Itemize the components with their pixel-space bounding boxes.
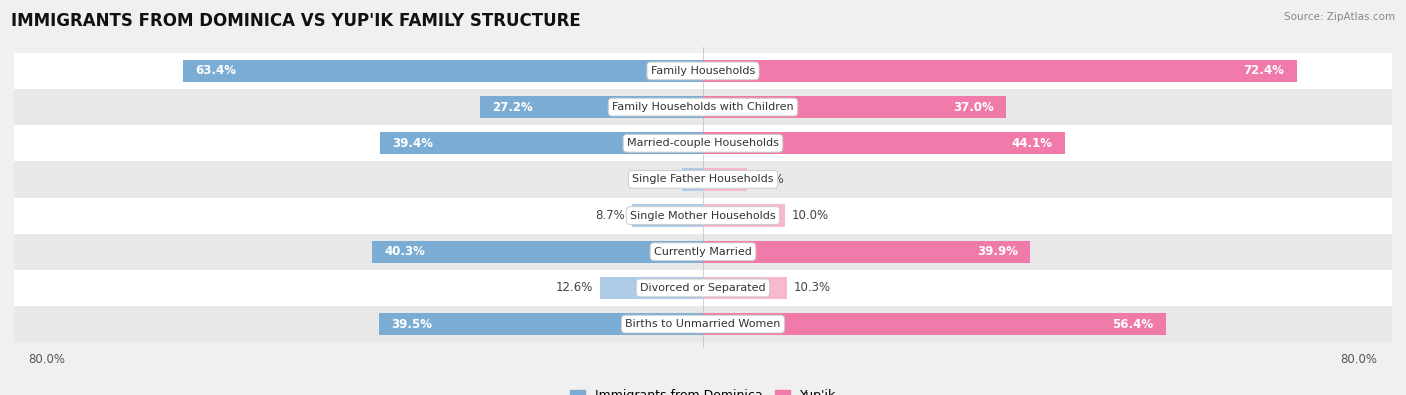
Text: 2.5%: 2.5% bbox=[647, 173, 676, 186]
Text: Single Father Households: Single Father Households bbox=[633, 175, 773, 184]
Bar bbox=[703, 241, 1031, 263]
Bar bbox=[703, 132, 1064, 154]
Text: Currently Married: Currently Married bbox=[654, 247, 752, 257]
Bar bbox=[380, 132, 703, 154]
Legend: Immigrants from Dominica, Yup'ik: Immigrants from Dominica, Yup'ik bbox=[565, 384, 841, 395]
Bar bbox=[631, 204, 703, 227]
Bar bbox=[380, 313, 703, 335]
Text: 56.4%: 56.4% bbox=[1112, 318, 1153, 331]
Text: 37.0%: 37.0% bbox=[953, 101, 994, 114]
Bar bbox=[703, 277, 787, 299]
Bar bbox=[183, 60, 703, 82]
Text: Source: ZipAtlas.com: Source: ZipAtlas.com bbox=[1284, 12, 1395, 22]
Text: IMMIGRANTS FROM DOMINICA VS YUP'IK FAMILY STRUCTURE: IMMIGRANTS FROM DOMINICA VS YUP'IK FAMIL… bbox=[11, 12, 581, 30]
Text: 5.4%: 5.4% bbox=[754, 173, 783, 186]
Bar bbox=[373, 241, 703, 263]
Bar bbox=[703, 96, 1007, 118]
Bar bbox=[703, 204, 785, 227]
Bar bbox=[599, 277, 703, 299]
Bar bbox=[703, 168, 748, 191]
Text: 12.6%: 12.6% bbox=[555, 281, 593, 294]
Text: 72.4%: 72.4% bbox=[1244, 64, 1285, 77]
Text: 10.0%: 10.0% bbox=[792, 209, 828, 222]
Text: 63.4%: 63.4% bbox=[195, 64, 236, 77]
FancyBboxPatch shape bbox=[0, 306, 1406, 342]
Text: 39.5%: 39.5% bbox=[391, 318, 432, 331]
Text: Single Mother Households: Single Mother Households bbox=[630, 211, 776, 220]
FancyBboxPatch shape bbox=[0, 125, 1406, 161]
Text: 27.2%: 27.2% bbox=[492, 101, 533, 114]
Text: Married-couple Households: Married-couple Households bbox=[627, 138, 779, 148]
Text: Family Households with Children: Family Households with Children bbox=[612, 102, 794, 112]
Text: Family Households: Family Households bbox=[651, 66, 755, 76]
Bar bbox=[479, 96, 703, 118]
Bar bbox=[703, 313, 1166, 335]
Text: 39.9%: 39.9% bbox=[977, 245, 1018, 258]
FancyBboxPatch shape bbox=[0, 198, 1406, 234]
Text: 44.1%: 44.1% bbox=[1011, 137, 1052, 150]
Bar bbox=[682, 168, 703, 191]
Text: 8.7%: 8.7% bbox=[595, 209, 626, 222]
FancyBboxPatch shape bbox=[0, 89, 1406, 125]
FancyBboxPatch shape bbox=[0, 270, 1406, 306]
Bar bbox=[703, 60, 1296, 82]
Text: Divorced or Separated: Divorced or Separated bbox=[640, 283, 766, 293]
Text: 39.4%: 39.4% bbox=[392, 137, 433, 150]
Text: 10.3%: 10.3% bbox=[794, 281, 831, 294]
Text: 40.3%: 40.3% bbox=[385, 245, 426, 258]
Text: Births to Unmarried Women: Births to Unmarried Women bbox=[626, 319, 780, 329]
FancyBboxPatch shape bbox=[0, 161, 1406, 198]
FancyBboxPatch shape bbox=[0, 53, 1406, 89]
FancyBboxPatch shape bbox=[0, 234, 1406, 270]
